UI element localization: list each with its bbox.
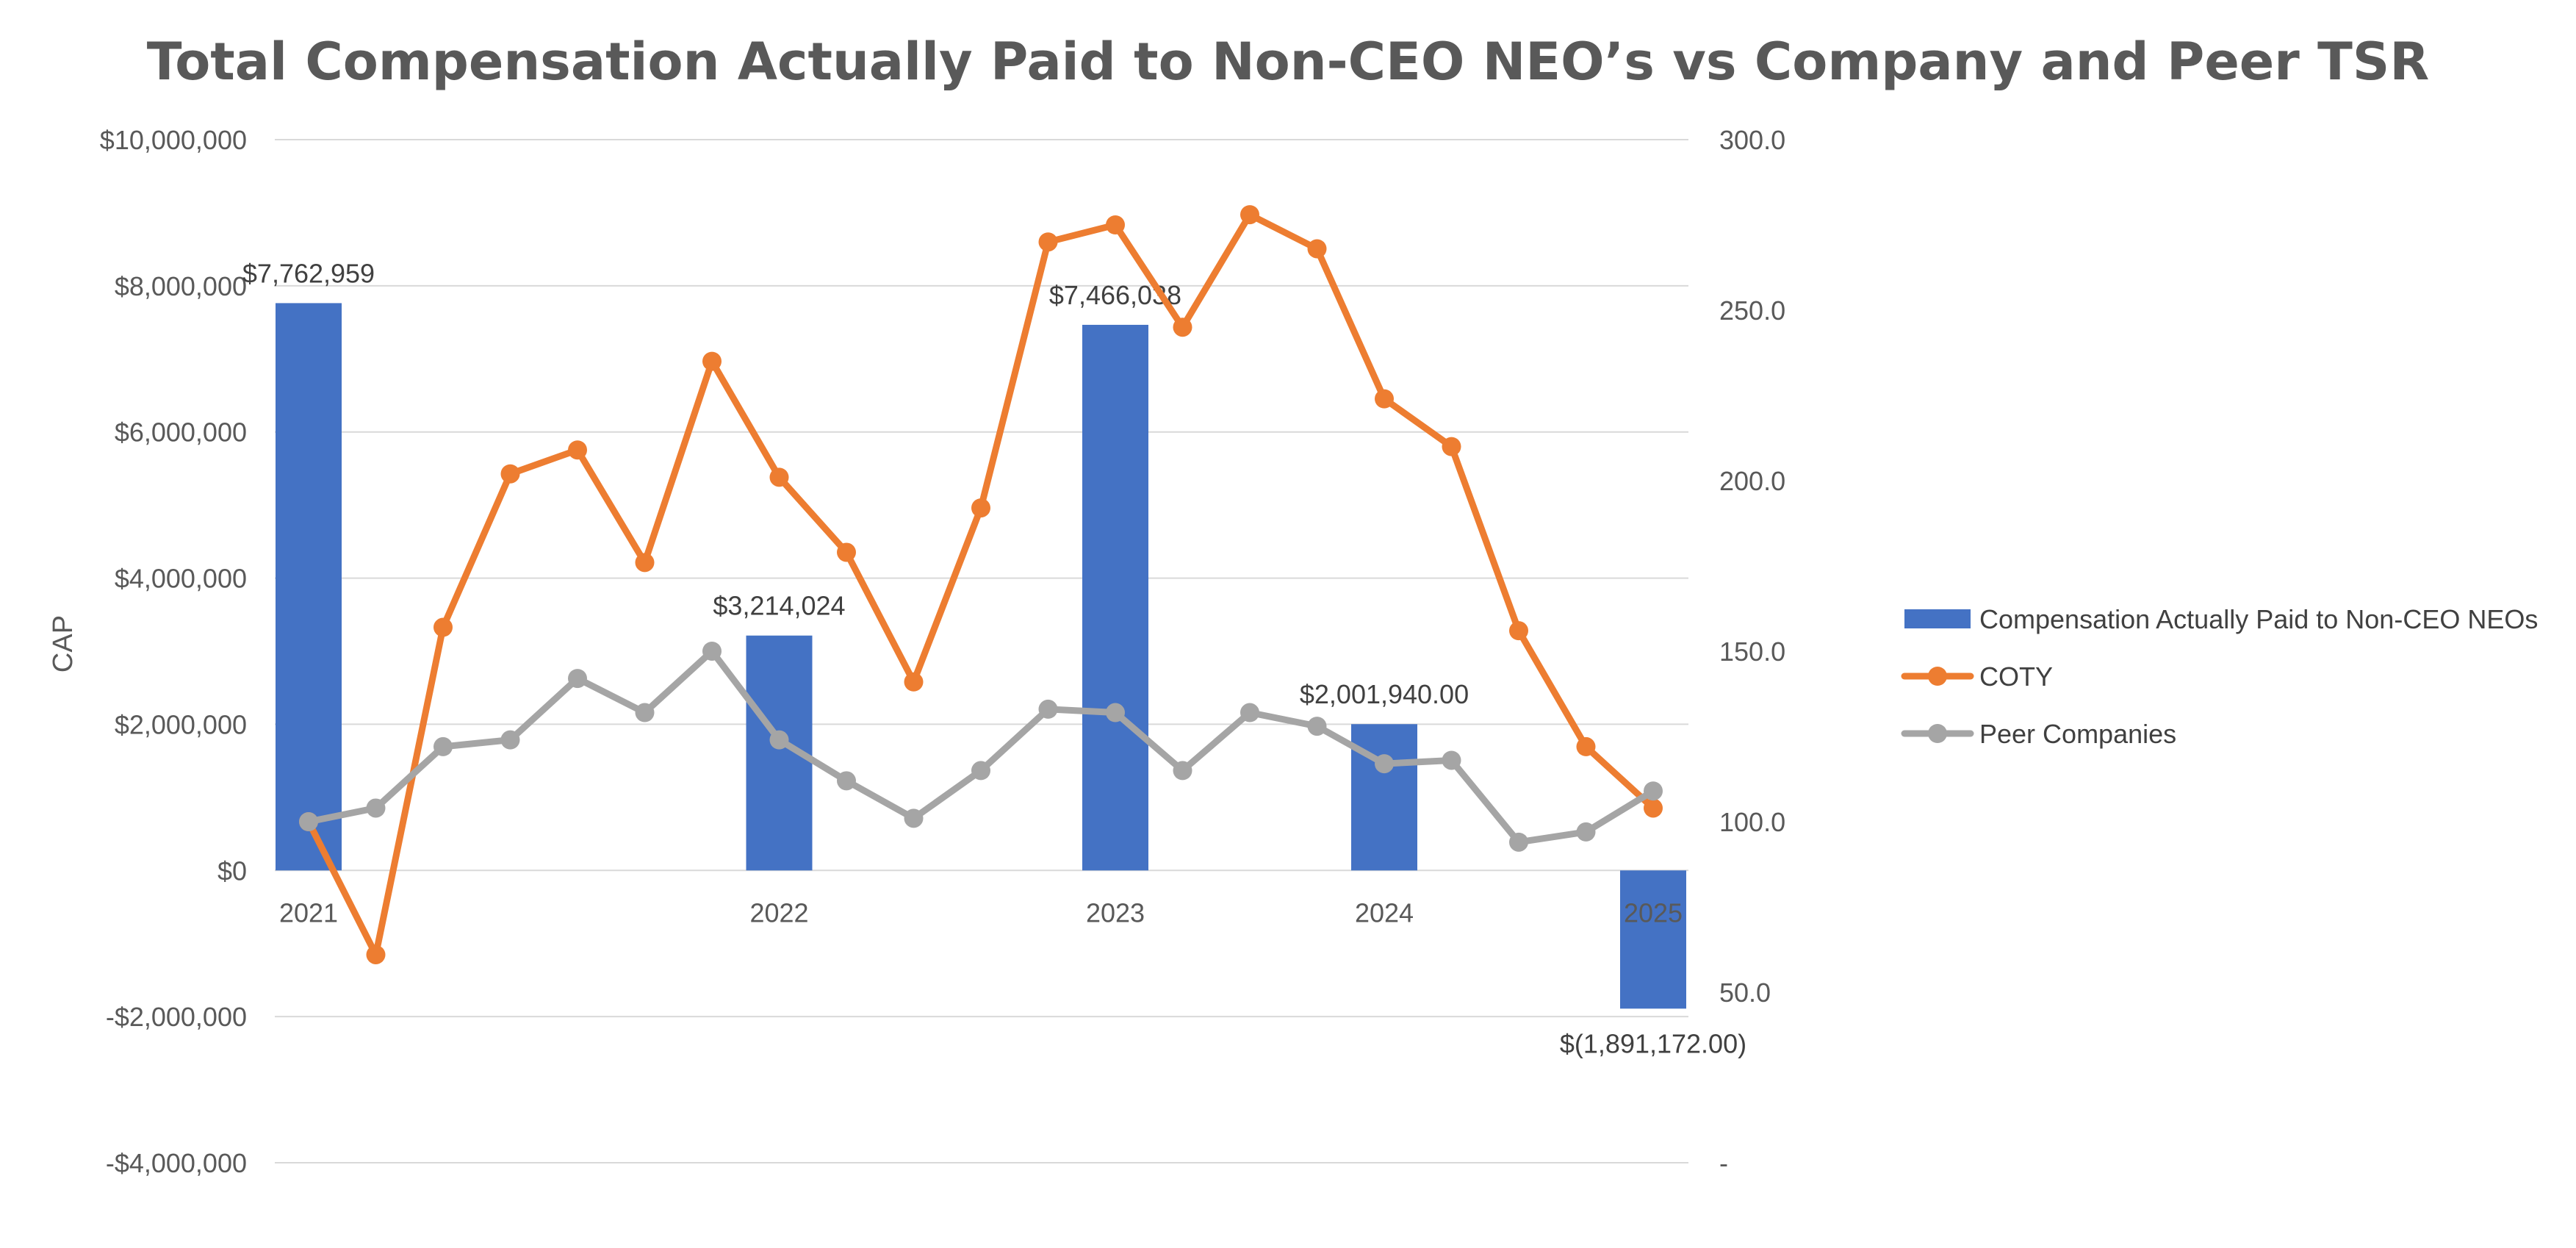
series-peer-companies	[299, 642, 1663, 852]
legend: Compensation Actually Paid to Non-CEO NE…	[1901, 604, 2538, 749]
left-tick-label: $8,000,000	[115, 271, 247, 301]
data-point	[1106, 215, 1125, 234]
bar	[1351, 724, 1417, 871]
x-axis-ticks: 2021 2022 2023 2024 2025	[279, 897, 1683, 928]
data-point	[769, 730, 789, 750]
data-point	[1106, 703, 1125, 722]
right-tick-label: 200.0	[1719, 466, 1785, 496]
right-tick-label: 150.0	[1719, 636, 1785, 667]
data-point	[366, 944, 386, 964]
data-point	[568, 440, 587, 460]
data-point	[1173, 761, 1192, 781]
legend-swatch	[1904, 609, 1971, 628]
gridlines	[275, 139, 1688, 1163]
legend-label: COTY	[1979, 661, 2053, 692]
data-point	[1038, 699, 1058, 719]
data-point	[1442, 437, 1461, 456]
data-point	[500, 730, 520, 750]
legend-item: COTY	[1901, 661, 2053, 692]
data-point	[635, 553, 655, 573]
bar-data-label: $(1,891,172.00)	[1560, 1028, 1746, 1058]
right-tick-label: 300.0	[1719, 125, 1785, 155]
bar-data-labels: $7,762,959$3,214,024$7,466,038$2,001,940…	[242, 258, 1746, 1058]
data-point	[904, 808, 924, 828]
legend-marker	[1928, 724, 1947, 743]
data-point	[1375, 754, 1394, 774]
data-point	[971, 761, 990, 781]
data-point	[1307, 239, 1327, 259]
x-tick-label: 2023	[1086, 897, 1145, 928]
data-point	[433, 617, 453, 637]
legend-item: Compensation Actually Paid to Non-CEO NE…	[1904, 604, 2538, 634]
data-point	[1509, 832, 1528, 852]
x-tick-label: 2022	[749, 897, 808, 928]
right-axis-ticks: 300.0 250.0 200.0 150.0 100.0 50.0 -	[1719, 125, 1785, 1178]
left-axis-ticks: $10,000,000 $8,000,000 $6,000,000 $4,000,00…	[100, 125, 247, 1178]
right-tick-label: -	[1719, 1148, 1728, 1178]
right-tick-label: 250.0	[1719, 295, 1785, 326]
data-point	[971, 498, 990, 518]
data-point	[1038, 232, 1058, 252]
data-point	[702, 351, 722, 371]
data-point	[1509, 621, 1528, 641]
legend-item: Peer Companies	[1901, 719, 2176, 749]
data-point	[1576, 822, 1596, 842]
data-point	[568, 669, 587, 689]
data-point	[837, 542, 856, 562]
left-tick-label: $10,000,000	[100, 125, 247, 155]
data-point	[702, 642, 722, 661]
data-point	[1576, 736, 1596, 756]
series-line	[305, 211, 1657, 958]
series-coty	[299, 205, 1663, 964]
bar	[1620, 870, 1686, 1009]
data-point	[1173, 318, 1192, 337]
bar-data-label: $7,762,959	[242, 258, 375, 288]
data-point	[500, 464, 520, 484]
left-tick-label: $0	[217, 856, 247, 886]
left-tick-label: $2,000,000	[115, 709, 247, 739]
data-point	[1442, 750, 1461, 770]
data-point	[366, 798, 386, 818]
bar-data-label: $2,001,940.00	[1300, 679, 1469, 709]
data-point	[299, 812, 318, 831]
right-tick-label: 100.0	[1719, 807, 1785, 837]
x-tick-label: 2025	[1624, 897, 1683, 928]
data-point	[769, 467, 789, 487]
left-tick-label: -$2,000,000	[106, 1002, 247, 1032]
y-axis-title: CAP	[48, 615, 79, 673]
chart-title: Total Compensation Actually Paid to Non-…	[147, 32, 2430, 92]
data-point	[433, 736, 453, 756]
legend-marker	[1928, 667, 1947, 686]
bar-data-label: $3,214,024	[713, 591, 845, 621]
line-series	[299, 205, 1663, 964]
data-point	[635, 703, 655, 722]
legend-label: Compensation Actually Paid to Non-CEO NE…	[1979, 604, 2538, 634]
data-point	[904, 672, 924, 692]
data-point	[1644, 781, 1663, 801]
data-point	[837, 771, 856, 791]
bar-series	[276, 303, 1686, 1009]
right-tick-label: 50.0	[1719, 978, 1771, 1008]
bar	[276, 303, 342, 871]
data-point	[1375, 389, 1394, 409]
left-tick-label: $6,000,000	[115, 417, 247, 448]
left-tick-label: $4,000,000	[115, 564, 247, 594]
x-tick-label: 2021	[279, 897, 338, 928]
left-tick-label: -$4,000,000	[106, 1148, 247, 1178]
data-point	[1644, 798, 1663, 818]
x-tick-label: 2024	[1355, 897, 1414, 928]
bar	[1082, 324, 1148, 871]
legend-label: Peer Companies	[1979, 719, 2176, 749]
data-point	[1307, 717, 1327, 736]
data-point	[1240, 205, 1259, 225]
data-point	[1240, 703, 1259, 722]
